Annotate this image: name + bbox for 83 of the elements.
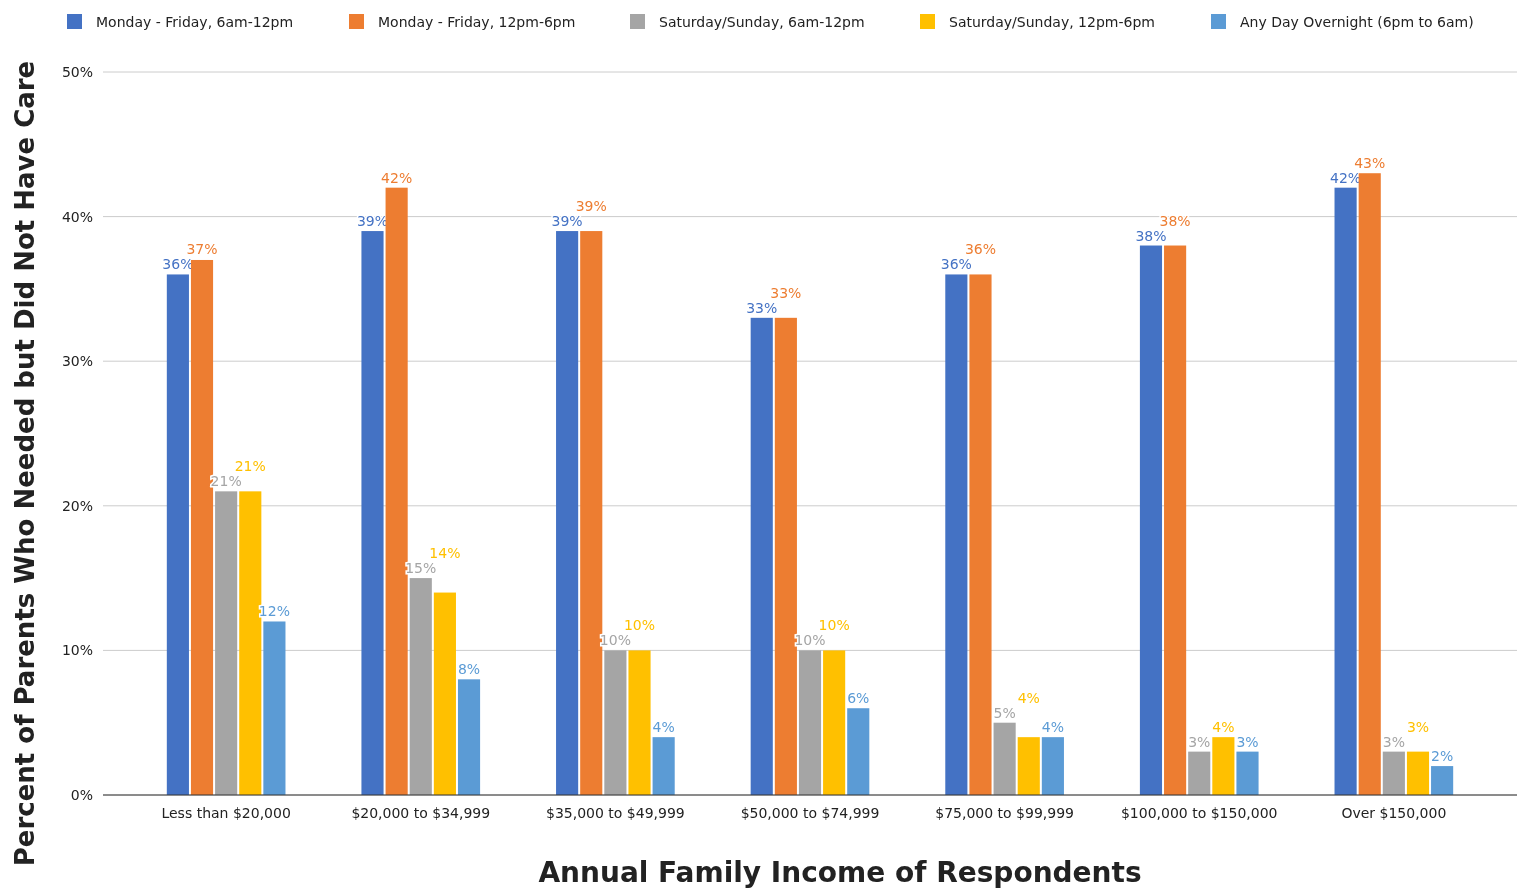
data-label: 33% [746, 299, 778, 316]
bar [1188, 751, 1211, 795]
bar [1139, 245, 1163, 795]
bar [969, 274, 992, 795]
bar [1017, 737, 1040, 795]
data-label: 4% [652, 719, 675, 736]
data-label: 6% [847, 690, 870, 707]
data-label: 33% [770, 284, 802, 301]
bar [1236, 751, 1259, 795]
bar [1212, 737, 1235, 795]
bar [556, 231, 579, 795]
bar [1164, 245, 1187, 795]
bar [628, 650, 651, 795]
bar [945, 274, 968, 795]
bar [239, 491, 262, 795]
data-label: 4% [1017, 689, 1040, 706]
bar [1358, 173, 1381, 795]
data-label: 38% [1135, 227, 1167, 244]
x-axis-title: Annual Family Income of Respondents [538, 856, 1142, 889]
data-label: 8% [457, 661, 481, 678]
legend-label: Saturday/Sunday, 6am-12pm [659, 13, 865, 30]
bar [457, 679, 481, 795]
bar [166, 274, 189, 795]
bar [847, 708, 870, 795]
data-label: 10% [623, 617, 656, 634]
data-label: 4% [1212, 718, 1235, 735]
bar [409, 578, 432, 795]
data-label: 3% [1188, 733, 1211, 750]
bar [604, 650, 627, 795]
legend-label: Saturday/Sunday, 12pm-6pm [949, 13, 1155, 30]
data-label: 3% [1236, 733, 1259, 750]
data-label: 36% [940, 256, 972, 273]
legend-label: Monday - Friday, 12pm-6pm [378, 13, 576, 30]
data-label: 39% [551, 213, 583, 230]
data-label: 36% [964, 241, 997, 258]
y-tick-label: 40% [61, 208, 93, 225]
bar [433, 592, 456, 795]
x-tick-label: $100,000 to $150,000 [1120, 805, 1278, 821]
data-label: 39% [356, 213, 389, 230]
data-label: 37% [186, 241, 218, 258]
data-label: 38% [1159, 212, 1191, 229]
legend-label: Monday - Friday, 6am-12pm [96, 13, 294, 30]
bar [1334, 187, 1357, 795]
x-tick-label: $50,000 to $74,999 [740, 805, 880, 821]
data-label: 3% [1382, 733, 1405, 750]
y-tick-label: 50% [61, 63, 93, 80]
bar [652, 737, 675, 795]
data-label: 42% [381, 169, 413, 186]
bar [1431, 766, 1454, 795]
x-tick-label: $75,000 to $99,999 [935, 805, 1074, 821]
data-label: 43% [1354, 154, 1386, 171]
bar [774, 317, 797, 795]
y-tick-label: 10% [61, 642, 93, 659]
x-tick-label: Less than $20,000 [161, 805, 291, 821]
bar [798, 650, 822, 795]
bar [1041, 737, 1064, 795]
x-tick-label: $20,000 to $34,999 [351, 805, 491, 821]
bar [263, 621, 286, 795]
data-label: 39% [575, 198, 607, 215]
data-label: 42% [1330, 169, 1362, 186]
bar [361, 231, 384, 795]
data-label: 10% [818, 617, 850, 634]
data-label: 2% [1431, 748, 1454, 765]
data-label: 3% [1406, 718, 1430, 735]
legend-label: Any Day Overnight (6pm to 6am) [1240, 13, 1474, 30]
x-tick-label: $35,000 to $49,999 [546, 805, 685, 821]
data-label: 21% [234, 458, 266, 475]
bar [580, 231, 603, 795]
bar [385, 187, 408, 795]
y-tick-label: 30% [61, 353, 93, 370]
data-label: 5% [993, 704, 1016, 721]
bar [993, 722, 1016, 795]
bar [1406, 751, 1430, 795]
bar [823, 650, 846, 795]
y-tick-label: 0% [70, 786, 93, 803]
y-axis-title: Percent of Parents Who Needed but Did Not Have Care [10, 60, 40, 867]
x-tick-label: Over $150,000 [1341, 805, 1447, 821]
bar [750, 317, 773, 795]
data-label: 4% [1041, 719, 1064, 736]
bar [1382, 751, 1405, 795]
bar [215, 491, 238, 795]
y-tick-label: 20% [61, 497, 93, 514]
data-label: 14% [429, 545, 461, 562]
